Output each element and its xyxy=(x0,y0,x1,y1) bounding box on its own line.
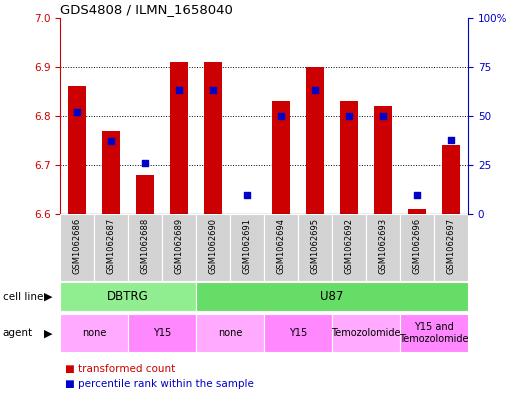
Text: DBTRG: DBTRG xyxy=(107,290,149,303)
Text: agent: agent xyxy=(3,328,33,338)
Text: ■ percentile rank within the sample: ■ percentile rank within the sample xyxy=(65,379,254,389)
Text: GSM1062696: GSM1062696 xyxy=(413,218,422,274)
Text: Y15 and
Temozolomide: Y15 and Temozolomide xyxy=(400,322,469,344)
Bar xyxy=(60,314,128,352)
Point xyxy=(345,113,354,119)
Text: GSM1062686: GSM1062686 xyxy=(73,218,82,274)
Bar xyxy=(264,314,332,352)
Point xyxy=(277,113,286,119)
Bar xyxy=(102,131,120,214)
Text: GSM1062689: GSM1062689 xyxy=(175,218,184,274)
Bar xyxy=(366,214,400,281)
Bar xyxy=(264,214,298,281)
Text: ▶: ▶ xyxy=(44,292,52,302)
Point xyxy=(175,87,184,94)
Text: none: none xyxy=(218,328,242,338)
Text: Y15: Y15 xyxy=(289,328,307,338)
Bar xyxy=(408,209,426,214)
Text: U87: U87 xyxy=(321,290,344,303)
Bar xyxy=(400,214,434,281)
Text: GSM1062692: GSM1062692 xyxy=(345,218,354,274)
Text: Y15: Y15 xyxy=(153,328,171,338)
Bar xyxy=(196,282,468,311)
Bar xyxy=(94,214,128,281)
Bar xyxy=(400,314,468,352)
Bar xyxy=(60,214,94,281)
Point xyxy=(243,191,252,198)
Point xyxy=(311,87,320,94)
Text: GSM1062688: GSM1062688 xyxy=(141,218,150,274)
Bar xyxy=(442,145,460,214)
Text: none: none xyxy=(82,328,106,338)
Text: cell line: cell line xyxy=(3,292,43,302)
Bar xyxy=(196,214,230,281)
Text: Temozolomide: Temozolomide xyxy=(332,328,401,338)
Point xyxy=(413,191,422,198)
Text: ■ transformed count: ■ transformed count xyxy=(65,364,176,375)
Bar xyxy=(68,86,86,214)
Bar xyxy=(196,314,264,352)
Bar xyxy=(230,214,264,281)
Point xyxy=(209,87,218,94)
Bar xyxy=(204,62,222,214)
Text: GSM1062690: GSM1062690 xyxy=(209,218,218,274)
Bar xyxy=(332,214,366,281)
Text: GSM1062695: GSM1062695 xyxy=(311,218,320,274)
Bar xyxy=(434,214,468,281)
Bar xyxy=(136,175,154,214)
Point xyxy=(379,113,388,119)
Text: GSM1062697: GSM1062697 xyxy=(447,218,456,274)
Text: GSM1062694: GSM1062694 xyxy=(277,218,286,274)
Bar xyxy=(128,214,162,281)
Bar xyxy=(340,101,358,214)
Text: ▶: ▶ xyxy=(44,328,52,338)
Bar xyxy=(298,214,332,281)
Text: GSM1062687: GSM1062687 xyxy=(107,218,116,274)
Bar xyxy=(170,62,188,214)
Text: GDS4808 / ILMN_1658040: GDS4808 / ILMN_1658040 xyxy=(60,4,233,17)
Bar xyxy=(162,214,196,281)
Point xyxy=(107,138,116,145)
Point xyxy=(141,160,150,166)
Point xyxy=(73,109,82,115)
Bar xyxy=(332,314,400,352)
Text: GSM1062693: GSM1062693 xyxy=(379,218,388,274)
Bar xyxy=(272,101,290,214)
Bar xyxy=(60,282,196,311)
Bar xyxy=(306,67,324,214)
Bar xyxy=(374,106,392,214)
Text: GSM1062691: GSM1062691 xyxy=(243,218,252,274)
Point xyxy=(447,136,456,143)
Bar xyxy=(128,314,196,352)
